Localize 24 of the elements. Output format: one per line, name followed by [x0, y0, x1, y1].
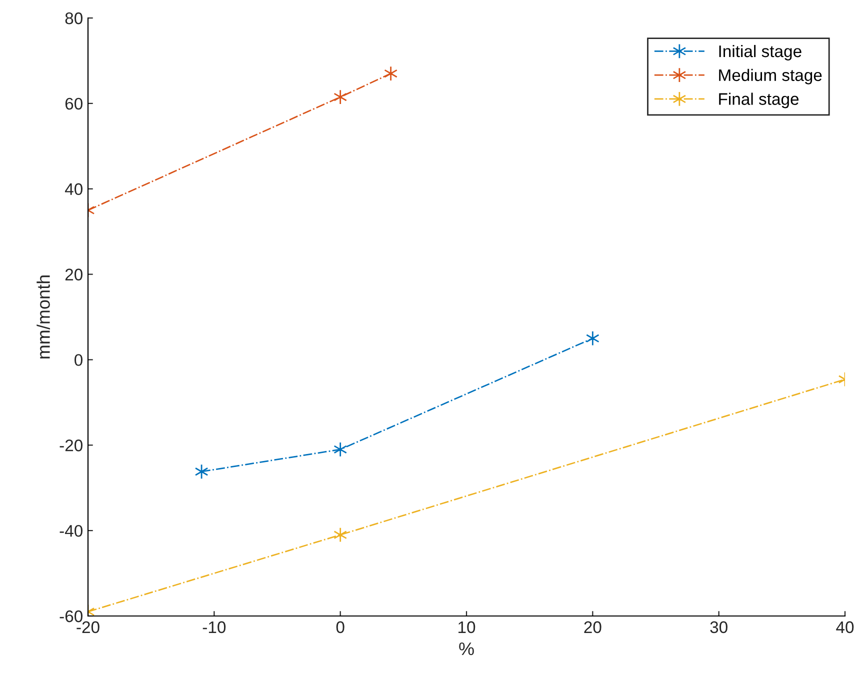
y-tick-label: 20 — [65, 268, 82, 280]
y-tick-label: 60 — [65, 98, 82, 110]
point — [384, 66, 398, 82]
y-tick-label: -60 — [60, 610, 82, 622]
x-axis-title: % — [459, 642, 474, 656]
y-tick-label: 0 — [74, 354, 82, 366]
x-tick-label: -20 — [76, 621, 100, 634]
y-axis-title: mm/month — [36, 276, 50, 358]
legend-label: Initial stage — [719, 44, 802, 60]
y-tick-label: -20 — [60, 440, 82, 452]
x-tick-label: 0 — [336, 621, 344, 634]
y-tick-label: 40 — [64, 183, 82, 196]
x-tick-label: -10 — [202, 621, 226, 634]
x-tick-label: 30 — [710, 621, 728, 634]
point — [334, 89, 348, 105]
legend-label: Final stage — [719, 92, 799, 108]
y-tick-label: -40 — [60, 524, 82, 537]
x-tick-label: 40 — [836, 621, 854, 634]
point — [586, 330, 600, 346]
x-tick-label: 20 — [584, 621, 602, 634]
y-tick-label: 80 — [65, 12, 82, 24]
legend-label: Medium stage — [719, 68, 822, 84]
point — [334, 442, 348, 458]
x-tick-label: 10 — [458, 621, 476, 634]
